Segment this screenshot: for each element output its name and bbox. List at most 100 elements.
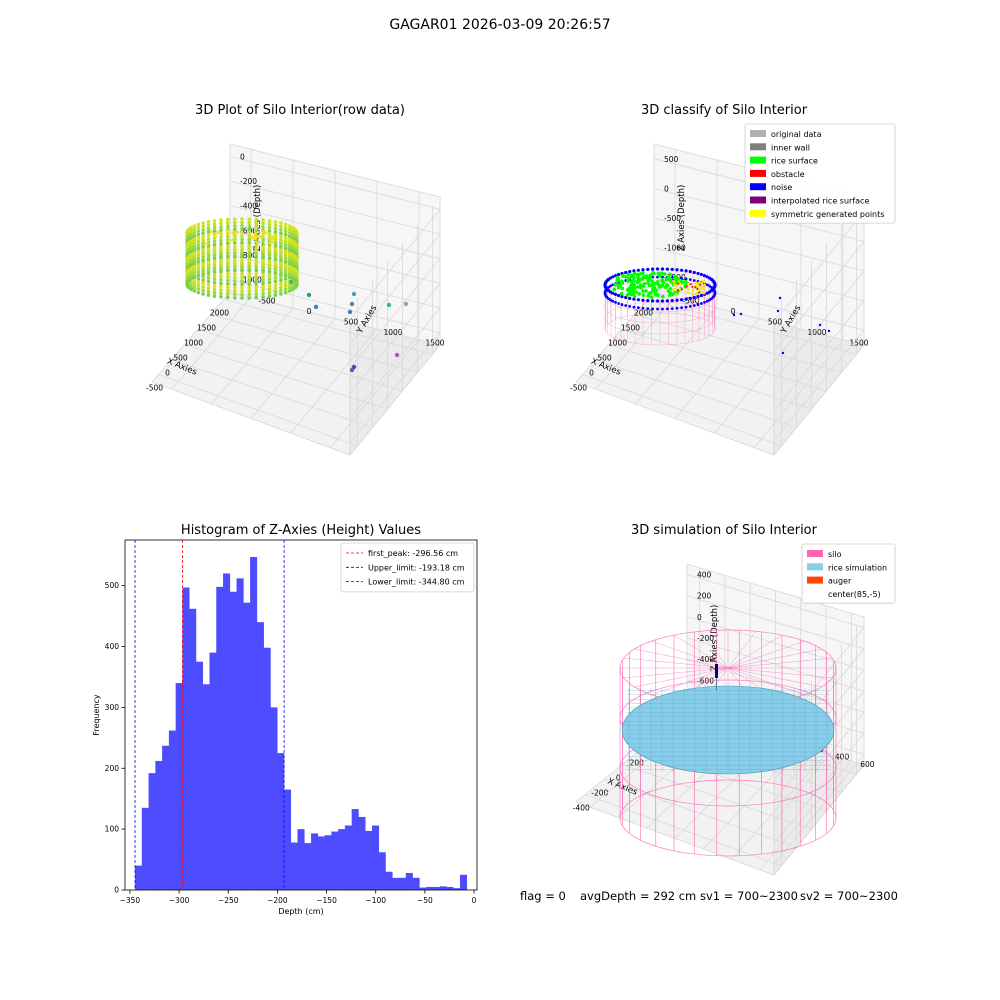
tick-label: -1000 [664,244,686,253]
plot-frame [124,539,478,891]
panel-raw-data: -5000500100015002000-5000500100015000-20… [146,143,445,457]
data-point [394,352,400,358]
legend-swatch [750,183,766,191]
histogram-bar [162,745,170,890]
legend-label: obstacle [771,170,805,179]
data-point [192,227,197,232]
data-point [201,248,205,253]
data-point [240,275,244,280]
rice-surface-point [644,289,648,293]
gridline [229,180,441,235]
data-point [196,226,201,230]
noise-point [732,313,736,317]
noise-point [613,292,618,297]
data-point [225,224,230,229]
data-point [206,283,211,287]
tick-label: -1000 [240,276,262,285]
data-point [254,285,259,290]
data-point [240,224,244,228]
data-point [196,229,201,234]
symmetric-point [703,283,706,287]
data-point [205,241,209,246]
rice-surface-point [642,282,647,286]
tick-label: 1500 [849,339,868,348]
data-point [287,275,292,279]
data-point [192,275,197,279]
data-point [253,236,257,241]
noise-point [675,268,679,272]
data-point [386,302,392,308]
data-point [256,241,260,245]
noise-point [609,284,612,288]
tick-label: -400 [573,804,590,813]
data-point [201,245,205,249]
noise-point [660,267,665,271]
data-point [279,272,283,276]
data-point [212,225,217,230]
y-tick-label: 200 [105,764,120,773]
rice-surface-point [626,279,630,283]
silo-spoke [727,648,822,669]
data-point [206,250,211,255]
gridline [349,307,441,419]
data-point [233,272,237,276]
silo-spoke [727,657,833,669]
y-tick-label: 0 [114,886,119,895]
legend-swatch [750,130,766,137]
data-point [212,294,217,298]
histogram-bar [311,833,319,890]
noise-point [641,298,645,302]
data-point [273,223,278,228]
data-point [287,261,292,266]
gridline [211,307,294,405]
data-point [279,292,283,296]
data-point [254,268,259,273]
data-point [240,264,244,269]
tick-label: 200 [630,759,645,768]
data-point [233,254,237,259]
histogram-bar [263,647,271,890]
symmetric-point [695,292,699,296]
rice-surface-point [675,276,679,280]
histogram-bar [338,829,346,890]
rice-surface-point [662,272,667,276]
data-point [283,239,288,244]
symmetric-point [691,288,695,292]
data-point [201,251,205,256]
data-point [201,241,205,246]
noise-point [696,294,700,299]
data-point [269,241,273,246]
data-point [247,247,251,252]
gridline [229,279,441,334]
noise-point [628,270,632,274]
noise-point [661,307,664,311]
data-point [273,233,278,238]
data-point [201,272,205,276]
legend-label: first_peak: -296.56 cm [368,549,458,558]
noise-point [713,281,717,286]
silo-spoke [634,648,729,669]
data-point [196,236,201,240]
data-point [225,241,230,246]
noise-point [688,304,692,308]
histogram-bar [317,836,325,890]
rice-surface-point [624,275,628,279]
data-point [287,244,292,249]
data-point [261,269,265,273]
data-point [219,248,223,253]
data-point [212,239,217,244]
data-point [263,231,268,235]
data-point [261,218,265,222]
tick-label: 400 [835,753,850,762]
data-point [201,265,205,270]
histogram-bar [331,831,339,890]
data-point [192,285,197,290]
legend-swatch [750,169,766,177]
data-point [273,267,278,272]
data-point [267,294,272,298]
obstacle-point [696,288,699,291]
tick-label: 500 [664,155,679,164]
histogram-bar [304,843,312,890]
data-point [283,266,288,271]
data-point [189,266,193,271]
